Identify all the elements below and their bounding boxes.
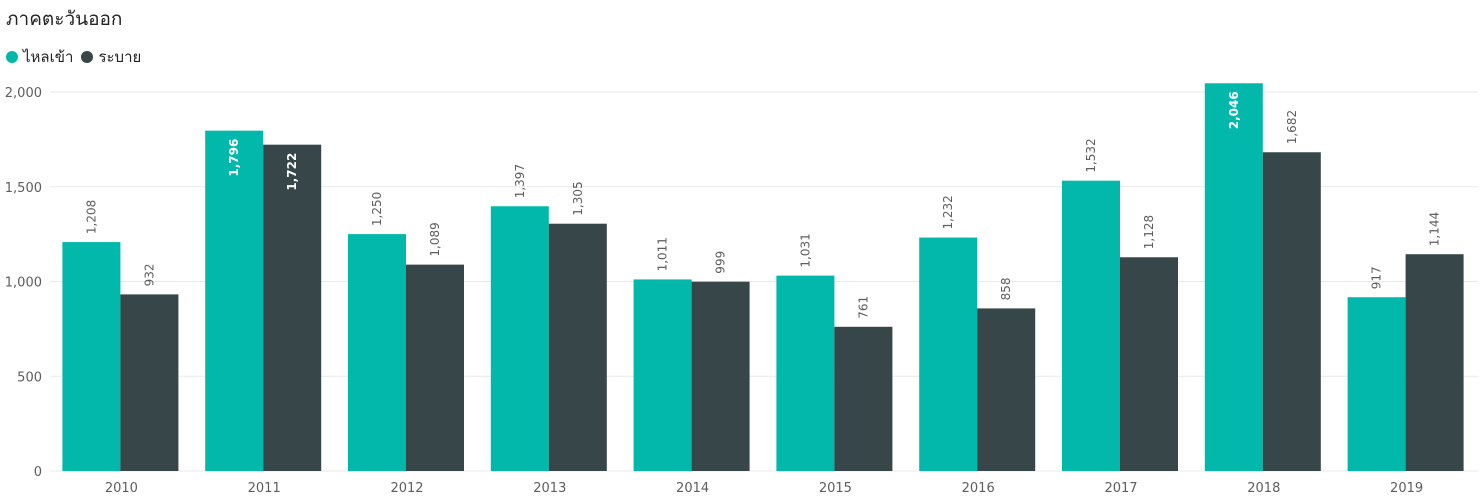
data-label: 761 bbox=[856, 296, 870, 319]
y-tick-label: 1,000 bbox=[5, 276, 42, 291]
bar bbox=[490, 206, 549, 471]
data-label: 1,682 bbox=[1285, 110, 1299, 144]
data-label: 1,796 bbox=[227, 139, 241, 177]
x-tick-label: 2010 bbox=[105, 481, 138, 496]
data-label: 1,031 bbox=[798, 233, 812, 267]
bar bbox=[691, 281, 750, 471]
bar bbox=[1120, 257, 1178, 471]
x-tick-label: 2012 bbox=[390, 481, 423, 496]
bar bbox=[263, 144, 322, 471]
chart-title: ภาคตะวันออก bbox=[6, 8, 123, 30]
x-tick-label: 2015 bbox=[819, 481, 852, 496]
legend: ไหลเข้า ระบาย bbox=[6, 45, 149, 69]
x-tick-label: 2017 bbox=[1104, 481, 1137, 496]
data-label: 1,532 bbox=[1084, 138, 1098, 172]
bar bbox=[205, 130, 264, 471]
data-label: 1,397 bbox=[513, 164, 527, 198]
bar bbox=[919, 237, 978, 471]
data-label: 1,722 bbox=[285, 153, 299, 191]
bar bbox=[977, 308, 1036, 471]
bar bbox=[1062, 180, 1120, 471]
bar bbox=[633, 279, 692, 471]
legend-item-outflow[interactable]: ระบาย bbox=[81, 45, 141, 69]
x-tick-label: 2013 bbox=[533, 481, 566, 496]
data-label: 1,232 bbox=[941, 195, 955, 229]
bar bbox=[406, 264, 464, 471]
bar bbox=[1405, 254, 1464, 471]
legend-marker-inflow bbox=[6, 51, 18, 63]
data-label: 932 bbox=[142, 263, 156, 286]
data-label: 1,208 bbox=[84, 200, 98, 234]
x-tick-label: 2011 bbox=[248, 481, 281, 496]
bar bbox=[1262, 152, 1321, 472]
y-tick-label: 500 bbox=[17, 370, 42, 385]
data-label: 1,305 bbox=[571, 181, 585, 215]
data-label: 917 bbox=[1370, 266, 1384, 289]
legend-label-outflow: ระบาย bbox=[98, 48, 142, 66]
x-tick-label: 2014 bbox=[676, 481, 709, 496]
x-tick-label: 2019 bbox=[1390, 481, 1423, 496]
data-label: 1,011 bbox=[656, 237, 670, 271]
bar bbox=[834, 326, 893, 471]
bar bbox=[776, 275, 835, 471]
data-label: 1,144 bbox=[1428, 212, 1442, 246]
legend-label-inflow: ไหลเข้า bbox=[23, 48, 74, 66]
x-tick-label: 2016 bbox=[962, 481, 995, 496]
data-label: 999 bbox=[714, 251, 728, 274]
bar bbox=[120, 294, 179, 471]
bar bbox=[348, 234, 406, 471]
x-tick-label: 2018 bbox=[1247, 481, 1280, 496]
data-label: 1,089 bbox=[428, 222, 442, 256]
y-tick-label: 1,500 bbox=[5, 181, 42, 196]
y-tick-label: 2,000 bbox=[5, 86, 42, 101]
bar bbox=[1347, 297, 1406, 471]
y-tick-label: 0 bbox=[34, 465, 42, 480]
data-label: 858 bbox=[999, 278, 1013, 301]
bar bbox=[1204, 83, 1263, 472]
legend-item-inflow[interactable]: ไหลเข้า bbox=[6, 45, 73, 69]
data-label: 1,250 bbox=[370, 192, 384, 226]
data-label: 1,128 bbox=[1142, 215, 1156, 249]
legend-marker-outflow bbox=[81, 51, 94, 63]
bar bbox=[62, 242, 121, 471]
bar bbox=[548, 223, 607, 471]
data-label: 2,046 bbox=[1227, 91, 1241, 129]
